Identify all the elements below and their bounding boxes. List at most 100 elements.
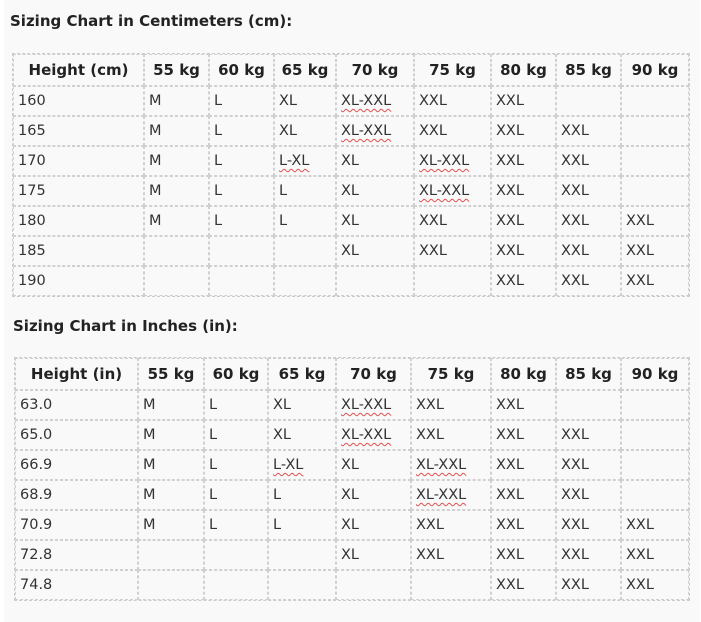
size-cell[interactable]: XL xyxy=(336,206,414,236)
height-cell[interactable]: 165 xyxy=(13,116,144,146)
size-cell[interactable] xyxy=(556,86,621,116)
size-cell[interactable]: XL-XXL xyxy=(336,390,411,420)
size-cell[interactable]: XL xyxy=(336,176,414,206)
size-cell[interactable] xyxy=(411,570,491,600)
size-cell[interactable]: XL-XXL xyxy=(336,116,414,146)
size-cell[interactable]: L xyxy=(204,390,268,420)
size-cell[interactable]: XXL xyxy=(621,510,689,540)
size-cell[interactable] xyxy=(414,266,491,296)
size-cell[interactable] xyxy=(204,540,268,570)
size-cell[interactable]: XL-XXL xyxy=(411,480,491,510)
size-cell[interactable] xyxy=(621,390,689,420)
size-cell[interactable]: L xyxy=(209,146,274,176)
size-cell[interactable]: M xyxy=(144,206,209,236)
size-cell[interactable]: XXL xyxy=(411,540,491,570)
size-cell[interactable] xyxy=(556,390,621,420)
size-cell[interactable] xyxy=(621,420,689,450)
size-cell[interactable]: XXL xyxy=(556,570,621,600)
size-cell[interactable] xyxy=(268,570,336,600)
size-cell[interactable]: XL-XXL xyxy=(414,176,491,206)
size-cell[interactable]: XL-XXL xyxy=(336,420,411,450)
size-cell[interactable] xyxy=(274,266,336,296)
size-cell[interactable] xyxy=(138,540,204,570)
height-cell[interactable]: 63.0 xyxy=(15,390,138,420)
size-cell[interactable]: XXL xyxy=(491,540,556,570)
size-cell[interactable]: XXL xyxy=(556,146,621,176)
size-cell[interactable] xyxy=(204,570,268,600)
size-cell[interactable]: XXL xyxy=(556,510,621,540)
height-cell[interactable]: 190 xyxy=(13,266,144,296)
size-cell[interactable]: L xyxy=(268,480,336,510)
size-cell[interactable]: XXL xyxy=(556,236,621,266)
size-cell[interactable]: XXL xyxy=(556,480,621,510)
size-cell[interactable] xyxy=(209,236,274,266)
size-cell[interactable]: L xyxy=(204,450,268,480)
height-cell[interactable]: 180 xyxy=(13,206,144,236)
size-cell[interactable]: L xyxy=(209,116,274,146)
size-cell[interactable]: L-XL xyxy=(268,450,336,480)
size-cell[interactable]: XXL xyxy=(491,420,556,450)
size-cell[interactable]: M xyxy=(144,86,209,116)
size-cell[interactable]: XL xyxy=(336,480,411,510)
size-cell[interactable]: L xyxy=(204,510,268,540)
size-cell[interactable]: M xyxy=(138,450,204,480)
size-cell[interactable]: M xyxy=(144,116,209,146)
size-cell[interactable]: L xyxy=(209,176,274,206)
size-cell[interactable]: XXL xyxy=(491,206,556,236)
size-cell[interactable]: XXL xyxy=(411,420,491,450)
size-cell[interactable]: XL-XXL xyxy=(336,86,414,116)
size-cell[interactable] xyxy=(621,116,689,146)
size-cell[interactable]: XXL xyxy=(556,540,621,570)
size-cell[interactable] xyxy=(621,146,689,176)
size-cell[interactable]: XXL xyxy=(491,146,556,176)
size-cell[interactable]: XL xyxy=(274,116,336,146)
size-cell[interactable]: XXL xyxy=(491,480,556,510)
size-cell[interactable] xyxy=(209,266,274,296)
size-cell[interactable] xyxy=(621,480,689,510)
size-cell[interactable]: XXL xyxy=(621,236,689,266)
size-cell[interactable]: XXL xyxy=(556,116,621,146)
size-cell[interactable]: XL xyxy=(336,146,414,176)
size-cell[interactable]: XXL xyxy=(556,206,621,236)
height-cell[interactable]: 70.9 xyxy=(15,510,138,540)
size-cell[interactable]: XXL xyxy=(621,266,689,296)
size-cell[interactable] xyxy=(336,570,411,600)
size-cell[interactable]: XXL xyxy=(621,570,689,600)
size-cell[interactable]: M xyxy=(138,510,204,540)
size-cell[interactable] xyxy=(621,176,689,206)
size-cell[interactable]: XL xyxy=(336,236,414,266)
size-cell[interactable]: XL xyxy=(336,540,411,570)
size-cell[interactable]: XXL xyxy=(491,236,556,266)
size-cell[interactable]: L xyxy=(209,86,274,116)
size-cell[interactable]: L-XL xyxy=(274,146,336,176)
size-cell[interactable]: XL xyxy=(336,450,411,480)
size-cell[interactable]: M xyxy=(138,420,204,450)
size-cell[interactable]: XXL xyxy=(414,236,491,266)
size-cell[interactable]: XXL xyxy=(491,390,556,420)
size-cell[interactable]: M xyxy=(138,390,204,420)
size-cell[interactable]: XL xyxy=(336,510,411,540)
size-cell[interactable] xyxy=(274,236,336,266)
size-cell[interactable]: XXL xyxy=(556,176,621,206)
height-cell[interactable]: 66.9 xyxy=(15,450,138,480)
size-cell[interactable]: XXL xyxy=(414,206,491,236)
size-cell[interactable]: XXL xyxy=(556,450,621,480)
size-cell[interactable]: XXL xyxy=(491,116,556,146)
size-cell[interactable]: M xyxy=(138,480,204,510)
size-cell[interactable]: XL xyxy=(268,390,336,420)
size-cell[interactable]: M xyxy=(144,146,209,176)
size-cell[interactable] xyxy=(144,236,209,266)
height-cell[interactable]: 185 xyxy=(13,236,144,266)
size-cell[interactable]: L xyxy=(204,480,268,510)
size-cell[interactable] xyxy=(268,540,336,570)
size-cell[interactable]: XXL xyxy=(556,420,621,450)
size-cell[interactable]: XXL xyxy=(621,206,689,236)
size-cell[interactable]: XL-XXL xyxy=(414,146,491,176)
size-cell[interactable] xyxy=(144,266,209,296)
size-cell[interactable]: XXL xyxy=(491,570,556,600)
size-cell[interactable]: XXL xyxy=(411,510,491,540)
size-cell[interactable]: L xyxy=(274,206,336,236)
size-cell[interactable]: XL xyxy=(274,86,336,116)
size-cell[interactable]: XL-XXL xyxy=(411,450,491,480)
size-cell[interactable]: XXL xyxy=(491,86,556,116)
